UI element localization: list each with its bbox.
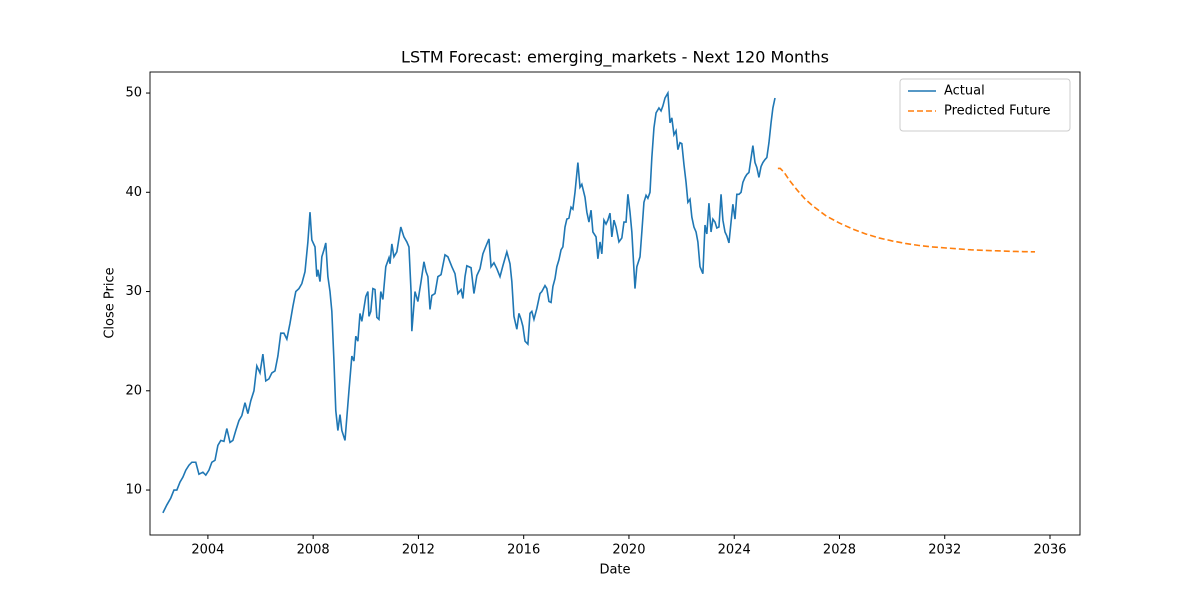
x-tick-label: 2020: [612, 543, 645, 558]
x-tick-label: 2012: [402, 543, 435, 558]
y-axis-label: Close Price: [103, 267, 118, 338]
line-series: [162, 90, 776, 514]
x-axis-label: Date: [599, 563, 630, 578]
y-tick-label: 50: [125, 86, 142, 101]
line-series: [777, 167, 1036, 253]
x-tick-label: 2016: [507, 543, 540, 558]
x-tick-label: 2036: [1033, 543, 1066, 558]
y-tick-label: 40: [125, 185, 142, 200]
chart-title: LSTM Forecast: emerging_markets - Next 1…: [401, 48, 829, 68]
legend-box: [899, 78, 1071, 132]
y-tick-label: 30: [125, 284, 142, 299]
x-tick-label: 2032: [928, 543, 961, 558]
legend: Actual Predicted Future: [899, 78, 1071, 132]
legend-label: Predicted Future: [944, 104, 1051, 119]
y-tick-label: 20: [125, 383, 142, 398]
x-tick-label: 2024: [718, 543, 751, 558]
plot-frame: [149, 71, 1081, 536]
legend-label: Actual: [944, 84, 985, 99]
x-tick-label: 2008: [297, 543, 330, 558]
x-tick-label: 2004: [191, 543, 224, 558]
x-tick-label: 2028: [823, 543, 856, 558]
y-tick-label: 10: [125, 483, 142, 498]
